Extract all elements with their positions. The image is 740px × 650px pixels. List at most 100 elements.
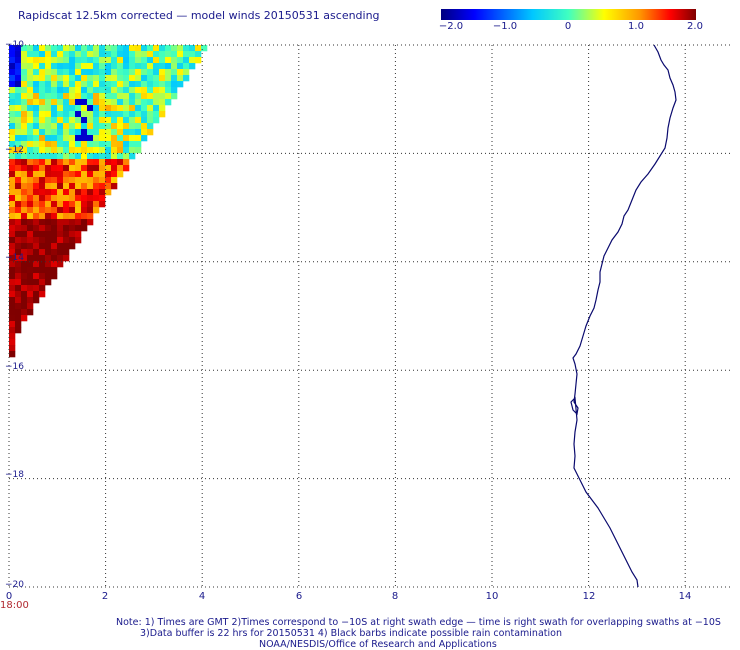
swath-cell xyxy=(45,213,52,220)
swath-cell xyxy=(69,213,76,220)
swath-cell xyxy=(9,273,16,280)
swath-cell xyxy=(117,117,124,124)
swath-cell xyxy=(57,141,64,148)
swath-cell xyxy=(123,75,130,82)
swath-cell xyxy=(9,237,16,244)
swath-cell xyxy=(33,267,40,274)
swath-cell xyxy=(147,117,154,124)
swath-cell xyxy=(45,147,52,154)
swath-cell xyxy=(27,291,34,298)
swath-cell xyxy=(81,207,88,214)
swath-cell xyxy=(9,285,16,292)
swath-cell xyxy=(183,51,190,58)
swath-cell xyxy=(51,63,58,70)
swath-cell xyxy=(99,153,106,160)
swath-cell xyxy=(117,63,124,70)
colorbar xyxy=(441,9,696,20)
swath-cell xyxy=(87,99,94,106)
swath-cell xyxy=(51,243,58,250)
swath-cell xyxy=(51,165,58,172)
swath-cell xyxy=(117,147,124,154)
swath-cell xyxy=(21,261,28,268)
swath-cell xyxy=(9,105,16,112)
swath-cell xyxy=(153,93,160,100)
swath-cell xyxy=(57,195,64,202)
swath-cell xyxy=(141,57,148,64)
swath-cell xyxy=(63,189,70,196)
swath-cell xyxy=(93,99,100,106)
swath-cell xyxy=(15,99,22,106)
swath-cell xyxy=(21,75,28,82)
swath-cell xyxy=(129,57,136,64)
swath-cell xyxy=(63,213,70,220)
swath-cell xyxy=(15,111,22,118)
swath-cell xyxy=(27,81,34,88)
x-tick-label: 8 xyxy=(391,591,399,602)
swath-cell xyxy=(147,81,154,88)
swath-cell xyxy=(21,93,28,100)
colorbar-label: 2.0 xyxy=(687,21,703,32)
swath-cell xyxy=(45,129,52,136)
swath-cell xyxy=(165,63,172,70)
swath-cell xyxy=(15,69,22,76)
swath-cell xyxy=(9,339,16,346)
swath-cell xyxy=(57,243,64,250)
swath-cell xyxy=(75,93,82,100)
swath-cell xyxy=(45,117,52,124)
swath-cell xyxy=(27,117,34,124)
swath-cell xyxy=(27,285,34,292)
swath-cell xyxy=(39,87,46,94)
swath-cell xyxy=(69,75,76,82)
swath-cell xyxy=(75,159,82,166)
swath-cell xyxy=(27,147,34,154)
swath-cell xyxy=(15,183,22,190)
swath-cell xyxy=(51,225,58,232)
swath-cell xyxy=(21,135,28,142)
swath-cell xyxy=(33,135,40,142)
swath-cell xyxy=(9,219,16,226)
swath-cell xyxy=(33,159,40,166)
swath-cell xyxy=(75,231,82,238)
swath-cell xyxy=(93,45,100,52)
swath-cell xyxy=(39,141,46,148)
swath-cell xyxy=(63,243,70,250)
swath-cell xyxy=(141,117,148,124)
swath-cell xyxy=(39,267,46,274)
swath-cell xyxy=(45,45,52,52)
swath-cell xyxy=(15,327,22,334)
swath-cell xyxy=(33,141,40,148)
swath-cell xyxy=(123,99,130,106)
swath-cell xyxy=(21,99,28,106)
swath-cell xyxy=(27,189,34,196)
swath-cell xyxy=(57,177,64,184)
swath-cell xyxy=(57,63,64,70)
swath-cell xyxy=(123,45,130,52)
swath-cell xyxy=(105,159,112,166)
swath-cell xyxy=(69,81,76,88)
swath-cell xyxy=(69,183,76,190)
note-line-1: Note: 1) Times are GMT 2)Times correspon… xyxy=(116,617,721,628)
swath-cell xyxy=(105,141,112,148)
swath-cell xyxy=(81,57,88,64)
swath-cell xyxy=(21,129,28,136)
swath-cell xyxy=(15,249,22,256)
swath-cell xyxy=(105,183,112,190)
swath-cell xyxy=(15,297,22,304)
swath-cell xyxy=(99,117,106,124)
swath-cell xyxy=(21,315,28,322)
swath-cell xyxy=(27,225,34,232)
map-title: Rapidscat 12.5km corrected — model winds… xyxy=(18,9,380,22)
swath-cell xyxy=(21,249,28,256)
swath-cell xyxy=(39,105,46,112)
swath-cell xyxy=(111,159,118,166)
swath-cell xyxy=(141,99,148,106)
swath-cell xyxy=(165,51,172,58)
swath-cell xyxy=(75,135,82,142)
swath-cell xyxy=(51,273,58,280)
swath-cell xyxy=(75,195,82,202)
x-tick-label: 4 xyxy=(198,591,206,602)
swath-cell xyxy=(69,153,76,160)
swath-cell xyxy=(21,141,28,148)
swath-cell xyxy=(117,153,124,160)
swath-cell xyxy=(99,171,106,178)
